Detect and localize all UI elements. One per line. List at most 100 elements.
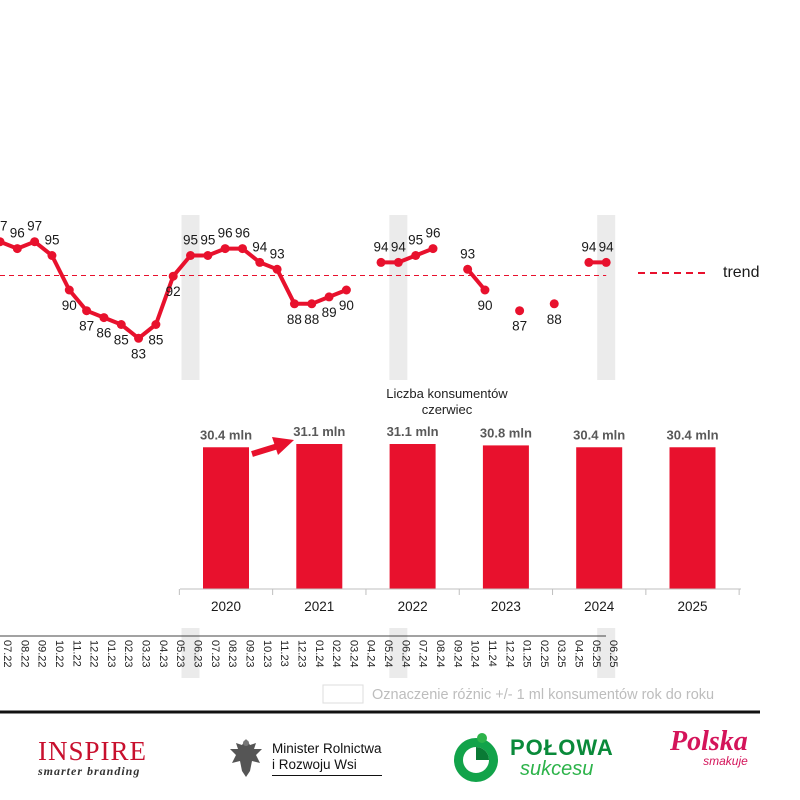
x-tick-label: 07.23 [209,640,221,668]
polowa-word: POŁOWA [510,735,614,760]
point-label: 96 [425,226,440,241]
x-tick-label: 05.24 [382,640,394,668]
x-tick-label: 11.22 [70,640,82,667]
bar-chart-title-line1: Liczba konsumentów [386,386,508,401]
polska-smakuje-logo: Polska smakuje [670,728,748,788]
point-label: 87 [79,319,94,334]
data-point [601,257,611,267]
data-point [99,313,109,323]
x-axis-ticks: 07.22 08.22 09.22 10.22 11.22 12.22 01.23 02.23… [0,635,619,668]
point-label: 85 [114,333,129,348]
x-tick-label: 04.24 [365,640,377,668]
point-labels: 9796979590878685838592959596969493888889… [0,219,614,362]
ministry-name-line1: Minister Rolnictwa [272,740,382,756]
x-tick-label: 03.23 [140,640,152,668]
data-point [151,320,161,329]
x-tick-label: 10.23 [261,640,273,668]
bar-chart-consumers: Liczba konsumentów czerwiec 30.4 mln 31.1… [178,380,743,614]
bar-2020 [203,447,249,589]
data-point [116,320,126,329]
x-tick-label: 01.23 [105,640,117,668]
x-tick-label: 08.22 [18,640,30,668]
point-label: 87 [512,319,527,334]
point-label: 92 [166,284,181,299]
x-tick-label: 01.25 [521,640,533,668]
data-point [515,306,525,316]
polska-word: Polska [670,726,748,757]
point-label: 95 [44,233,59,248]
x-tick-label: 06.25 [607,640,619,668]
x-tick-label: 11.24 [486,640,498,667]
highlight-band-06.25 [597,215,616,383]
data-point [584,257,594,267]
bar-category-label: 2025 [677,599,707,614]
x-tick-label: 06.24 [399,640,411,668]
x-tick-label: 04.23 [157,640,169,668]
x-tick-label: 08.23 [226,640,238,668]
point-label: 93 [460,246,475,261]
arrow-icon [251,437,294,457]
x-tick-label: 01.24 [313,640,325,668]
x-tick-label: 10.22 [53,640,65,668]
x-tick-label: 12.24 [503,640,515,668]
point-label: 97 [0,219,8,234]
bar-value-label: 31.1 mln [293,424,345,439]
x-tick-label: 08.24 [434,640,446,668]
legend-highlight-label: Oznaczenie różnic +/- 1 ml konsumentów r… [372,687,714,703]
bar-2025 [669,447,716,589]
bar-category-label: 2023 [491,599,521,614]
point-label: 90 [477,298,492,313]
bars: 30.4 mln 31.1 mln 31.1 mln 30.8 mln 30.4 mln… [200,424,719,589]
point-label: 96 [218,226,233,241]
point-label: 94 [391,239,407,254]
line-segment [379,246,435,265]
data-point [168,271,178,281]
x-tick-label: 02.24 [330,640,342,668]
bar-2023 [482,445,529,589]
bar-value-label: 30.4 mln [666,427,718,442]
point-label: 85 [148,333,163,348]
x-tick-label: 07.22 [1,640,13,668]
bar-value-label: 30.4 mln [200,427,252,442]
data-point [82,306,92,316]
point-label: 96 [235,226,250,241]
point-label: 89 [322,305,337,320]
bar-value-label: 30.8 mln [480,425,532,440]
data-point [220,244,230,254]
polowa-sukcesu-logo: POŁOWA sukcesu [448,728,614,788]
highlight-band-axis-06.25 [597,628,616,678]
x-tick-label: 04.25 [573,640,585,668]
data-point [549,299,559,309]
x-tick-label: 07.24 [417,640,429,668]
data-point [237,244,247,254]
x-tick-label: 02.25 [538,640,550,668]
data-point [463,264,473,274]
bar-value-label: 31.1 mln [387,424,439,439]
ministry-logo: Minister Rolnictwa i Rozwoju Wsi [226,728,382,788]
point-label: 93 [270,246,285,261]
point-label: 88 [304,312,319,327]
inspire-tagline: smarter branding [38,763,141,778]
highlight-band-axis-06.24 [389,628,408,678]
data-point [255,257,265,267]
x-tick-label: 06.23 [192,640,204,668]
x-tick-label: 02.23 [122,640,134,668]
bar-category-label: 2020 [211,599,241,614]
legend-highlight-swatch [322,684,364,704]
ministry-name-line2: i Rozwoju Wsi [272,756,357,772]
data-point [428,244,438,254]
point-label: 94 [581,239,597,254]
point-label: 88 [547,312,562,327]
x-tick-label: 03.24 [347,640,359,668]
x-tick-label: 12.22 [88,640,100,668]
data-point [30,237,40,247]
x-tick-label: 03.25 [555,640,567,668]
point-label: 83 [131,346,146,361]
data-point [47,251,57,260]
data-point [12,244,22,254]
legend-group: trend Oznaczenie różnic +/- 1 ml konsumen… [322,264,759,704]
sukcesu-word: sukcesu [520,758,594,780]
data-point [203,251,213,260]
point-label: 95 [408,233,423,248]
